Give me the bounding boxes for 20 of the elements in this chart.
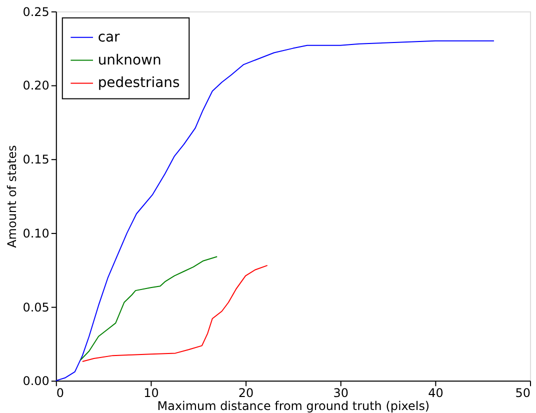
- y-tick-label: 0.15: [22, 152, 50, 167]
- x-tick-label: 50: [515, 386, 531, 400]
- x-tick-label: 20: [238, 386, 254, 400]
- y-tick-label: 0.25: [22, 4, 50, 19]
- y-axis-title: Amount of states: [4, 145, 19, 248]
- y-tick-label: 0.10: [22, 226, 50, 240]
- x-tick-label: 40: [428, 386, 444, 400]
- legend-label: car: [98, 29, 120, 46]
- line-series: [55, 40, 494, 382]
- line-series: [80, 256, 218, 360]
- x-axis-title: Maximum distance from ground truth (pixels): [157, 399, 430, 413]
- y-tick-label: 0.05: [22, 300, 50, 314]
- y-tick-label: 0.20: [22, 78, 50, 93]
- legend-label: unknown: [98, 52, 162, 68]
- y-tick-label: 0.00: [22, 374, 50, 388]
- x-tick-label: 10: [144, 386, 159, 400]
- x-tick-label: 0: [56, 386, 64, 400]
- legend-label: pedestrians: [98, 75, 180, 92]
- line-series: [82, 264, 268, 362]
- x-tick-label: 30: [333, 386, 348, 400]
